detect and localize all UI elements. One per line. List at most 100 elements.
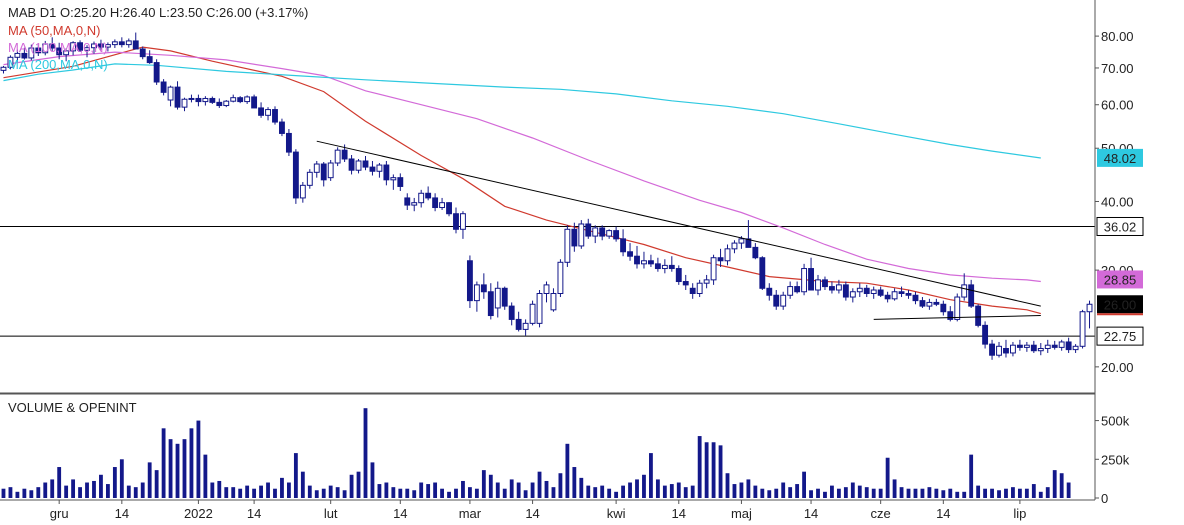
candle-body xyxy=(961,284,968,298)
volume-bar xyxy=(850,482,855,498)
candle-body xyxy=(362,160,369,168)
volume-bar xyxy=(830,485,834,498)
x-tick-label: 14 xyxy=(672,506,686,521)
volume-bar xyxy=(154,470,159,498)
candle-body xyxy=(592,227,599,237)
candle-body xyxy=(98,43,104,48)
candle-body xyxy=(856,287,863,293)
candle-body xyxy=(153,62,160,83)
candle-body xyxy=(188,97,195,100)
volume-bar xyxy=(36,487,41,498)
candle-body xyxy=(613,230,620,240)
candle-body xyxy=(139,48,146,58)
candle-body xyxy=(473,284,480,302)
volume-bar xyxy=(802,471,807,498)
candle-body xyxy=(390,177,397,181)
candle-body xyxy=(828,286,835,291)
candle-body xyxy=(446,202,452,215)
price-tag-box xyxy=(1097,270,1143,289)
volume-bar xyxy=(579,477,584,498)
candle-body xyxy=(84,47,90,51)
x-tick-label: 14 xyxy=(247,506,261,521)
volume-tick-label: 0 xyxy=(1101,491,1108,506)
volume-bar xyxy=(161,428,166,498)
volume-bar xyxy=(941,490,946,498)
candle-body xyxy=(508,305,515,320)
candle-body xyxy=(320,163,327,181)
candle-body xyxy=(292,151,299,199)
volume-bar xyxy=(927,487,932,498)
volume-bar xyxy=(885,457,890,498)
volume-bar xyxy=(948,488,953,498)
candle-body xyxy=(355,160,362,171)
candle-body xyxy=(801,268,808,293)
candle-body xyxy=(696,282,703,294)
volume-bar xyxy=(363,408,368,498)
price-tags: 36.02 22.75 48.02 28.85 26.00 xyxy=(1096,148,1144,346)
volume-bar xyxy=(22,488,27,498)
volume-bar xyxy=(280,477,284,498)
volume-bar xyxy=(843,487,848,498)
volume-bar xyxy=(474,488,479,498)
candle-body xyxy=(557,261,564,294)
moving-average-line xyxy=(3,63,1041,159)
candle-body xyxy=(453,213,459,230)
y-tick-label: 70.00 xyxy=(1101,61,1134,76)
volume-bar xyxy=(690,485,695,498)
volume-bar xyxy=(836,488,841,498)
candle-body xyxy=(418,192,425,204)
volume-tick-label: 500k xyxy=(1101,414,1130,429)
panel-frames xyxy=(0,0,1096,501)
candle-body xyxy=(56,47,63,56)
volume-bar xyxy=(551,487,556,498)
volume-bar xyxy=(147,462,152,498)
volume-bar xyxy=(433,482,438,498)
candles xyxy=(0,32,1093,360)
volume-bar xyxy=(335,487,340,498)
candle-body xyxy=(132,40,139,50)
candle-body xyxy=(341,149,348,160)
volume-bars xyxy=(1,408,1071,498)
x-tick-label: kwi xyxy=(607,506,626,521)
volume-bar xyxy=(293,453,298,498)
volume-bar xyxy=(252,488,257,498)
candle-body xyxy=(480,284,487,293)
volume-bar xyxy=(1011,487,1015,498)
volume-bar xyxy=(1066,482,1071,498)
volume-bar xyxy=(739,482,744,498)
volume-bar xyxy=(753,485,758,498)
volume-bar xyxy=(342,490,347,498)
candle-body xyxy=(954,296,961,320)
volume-bar xyxy=(92,480,96,498)
volume-bar xyxy=(857,485,862,498)
volume-bar xyxy=(217,480,222,498)
trendline xyxy=(873,315,1041,320)
legend-ma200: MA (200,MA,0,N) xyxy=(8,57,108,72)
candle-body xyxy=(745,238,752,248)
volume-bar xyxy=(600,485,605,498)
trendline xyxy=(316,140,1041,307)
candle-body xyxy=(1023,344,1030,348)
volume-bar xyxy=(196,420,201,498)
candle-body xyxy=(160,81,167,93)
volume-bar xyxy=(1045,487,1050,498)
candle-body xyxy=(487,291,494,317)
symbol-label: MAB xyxy=(8,5,36,20)
volume-bar xyxy=(133,487,138,498)
x-tick-label: cze xyxy=(871,506,891,521)
x-tick-label: 14 xyxy=(804,506,818,521)
candle-body xyxy=(536,292,543,324)
volume-bar xyxy=(182,439,187,498)
candle-body xyxy=(1044,344,1051,349)
volume-bar xyxy=(662,485,667,498)
y-tick-label: 40.00 xyxy=(1101,194,1134,209)
candle-body xyxy=(787,286,794,296)
volume-bar xyxy=(203,454,208,498)
candle-body xyxy=(313,163,320,173)
candle-body xyxy=(654,263,661,270)
volume-bar xyxy=(99,474,103,498)
volume-bar xyxy=(746,479,751,498)
volume-bar xyxy=(356,471,361,498)
